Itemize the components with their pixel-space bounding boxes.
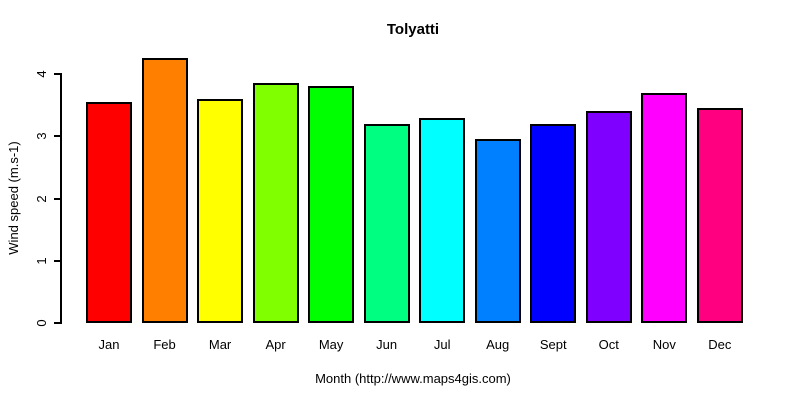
y-tick-label: 3	[34, 132, 49, 140]
bars-group	[86, 57, 743, 323]
y-tick-label: 4	[34, 70, 49, 78]
bar-dec	[696, 108, 743, 323]
x-tick-label-aug: Aug	[486, 337, 510, 352]
bar-may	[308, 86, 355, 323]
y-tick-mark	[54, 135, 61, 138]
bar-feb	[141, 58, 188, 323]
y-tick-mark	[54, 73, 61, 75]
bar-nov	[641, 93, 688, 323]
x-tick-label-may: May	[318, 337, 344, 352]
x-tick-label-nov: Nov	[652, 337, 676, 352]
bar-apr	[252, 83, 299, 323]
x-tick-label-jun: Jun	[376, 337, 398, 352]
bar-mar	[197, 99, 244, 323]
y-tick-mark	[54, 322, 61, 324]
y-axis-label: Wind speed (m.s-1)	[6, 141, 21, 255]
x-tick-label-oct: Oct	[598, 337, 619, 352]
x-tick-label-dec: Dec	[708, 337, 732, 352]
chart-title: Tolyatti	[386, 21, 440, 38]
x-tick-label-jul: Jul	[433, 337, 451, 352]
y-tick-label: 0	[34, 319, 49, 327]
x-axis-label: Month (http://www.maps4gis.com)	[315, 371, 511, 386]
bar-jun	[363, 124, 410, 323]
bar-aug	[474, 139, 521, 323]
bar-oct	[585, 111, 632, 323]
bar-jul	[419, 118, 466, 323]
x-tick-label-feb: Feb	[153, 337, 176, 352]
y-axis-line	[60, 73, 62, 324]
y-tick-label: 2	[34, 194, 49, 203]
y-tick-mark	[54, 259, 61, 262]
x-tick-label-sept: Sept	[539, 337, 567, 352]
x-tick-label-apr: Apr	[265, 337, 286, 352]
x-tick-label-mar: Mar	[208, 337, 232, 352]
y-tick-mark	[54, 197, 61, 200]
x-tick-label-jan: Jan	[98, 337, 120, 352]
bar-sept	[530, 124, 577, 323]
bar-jan	[86, 102, 132, 323]
x-axis-tick-labels: Jan Feb Mar Apr May Jun Jul Aug Sept Oct Nov Dec	[86, 337, 743, 352]
y-tick-label: 1	[34, 257, 49, 265]
